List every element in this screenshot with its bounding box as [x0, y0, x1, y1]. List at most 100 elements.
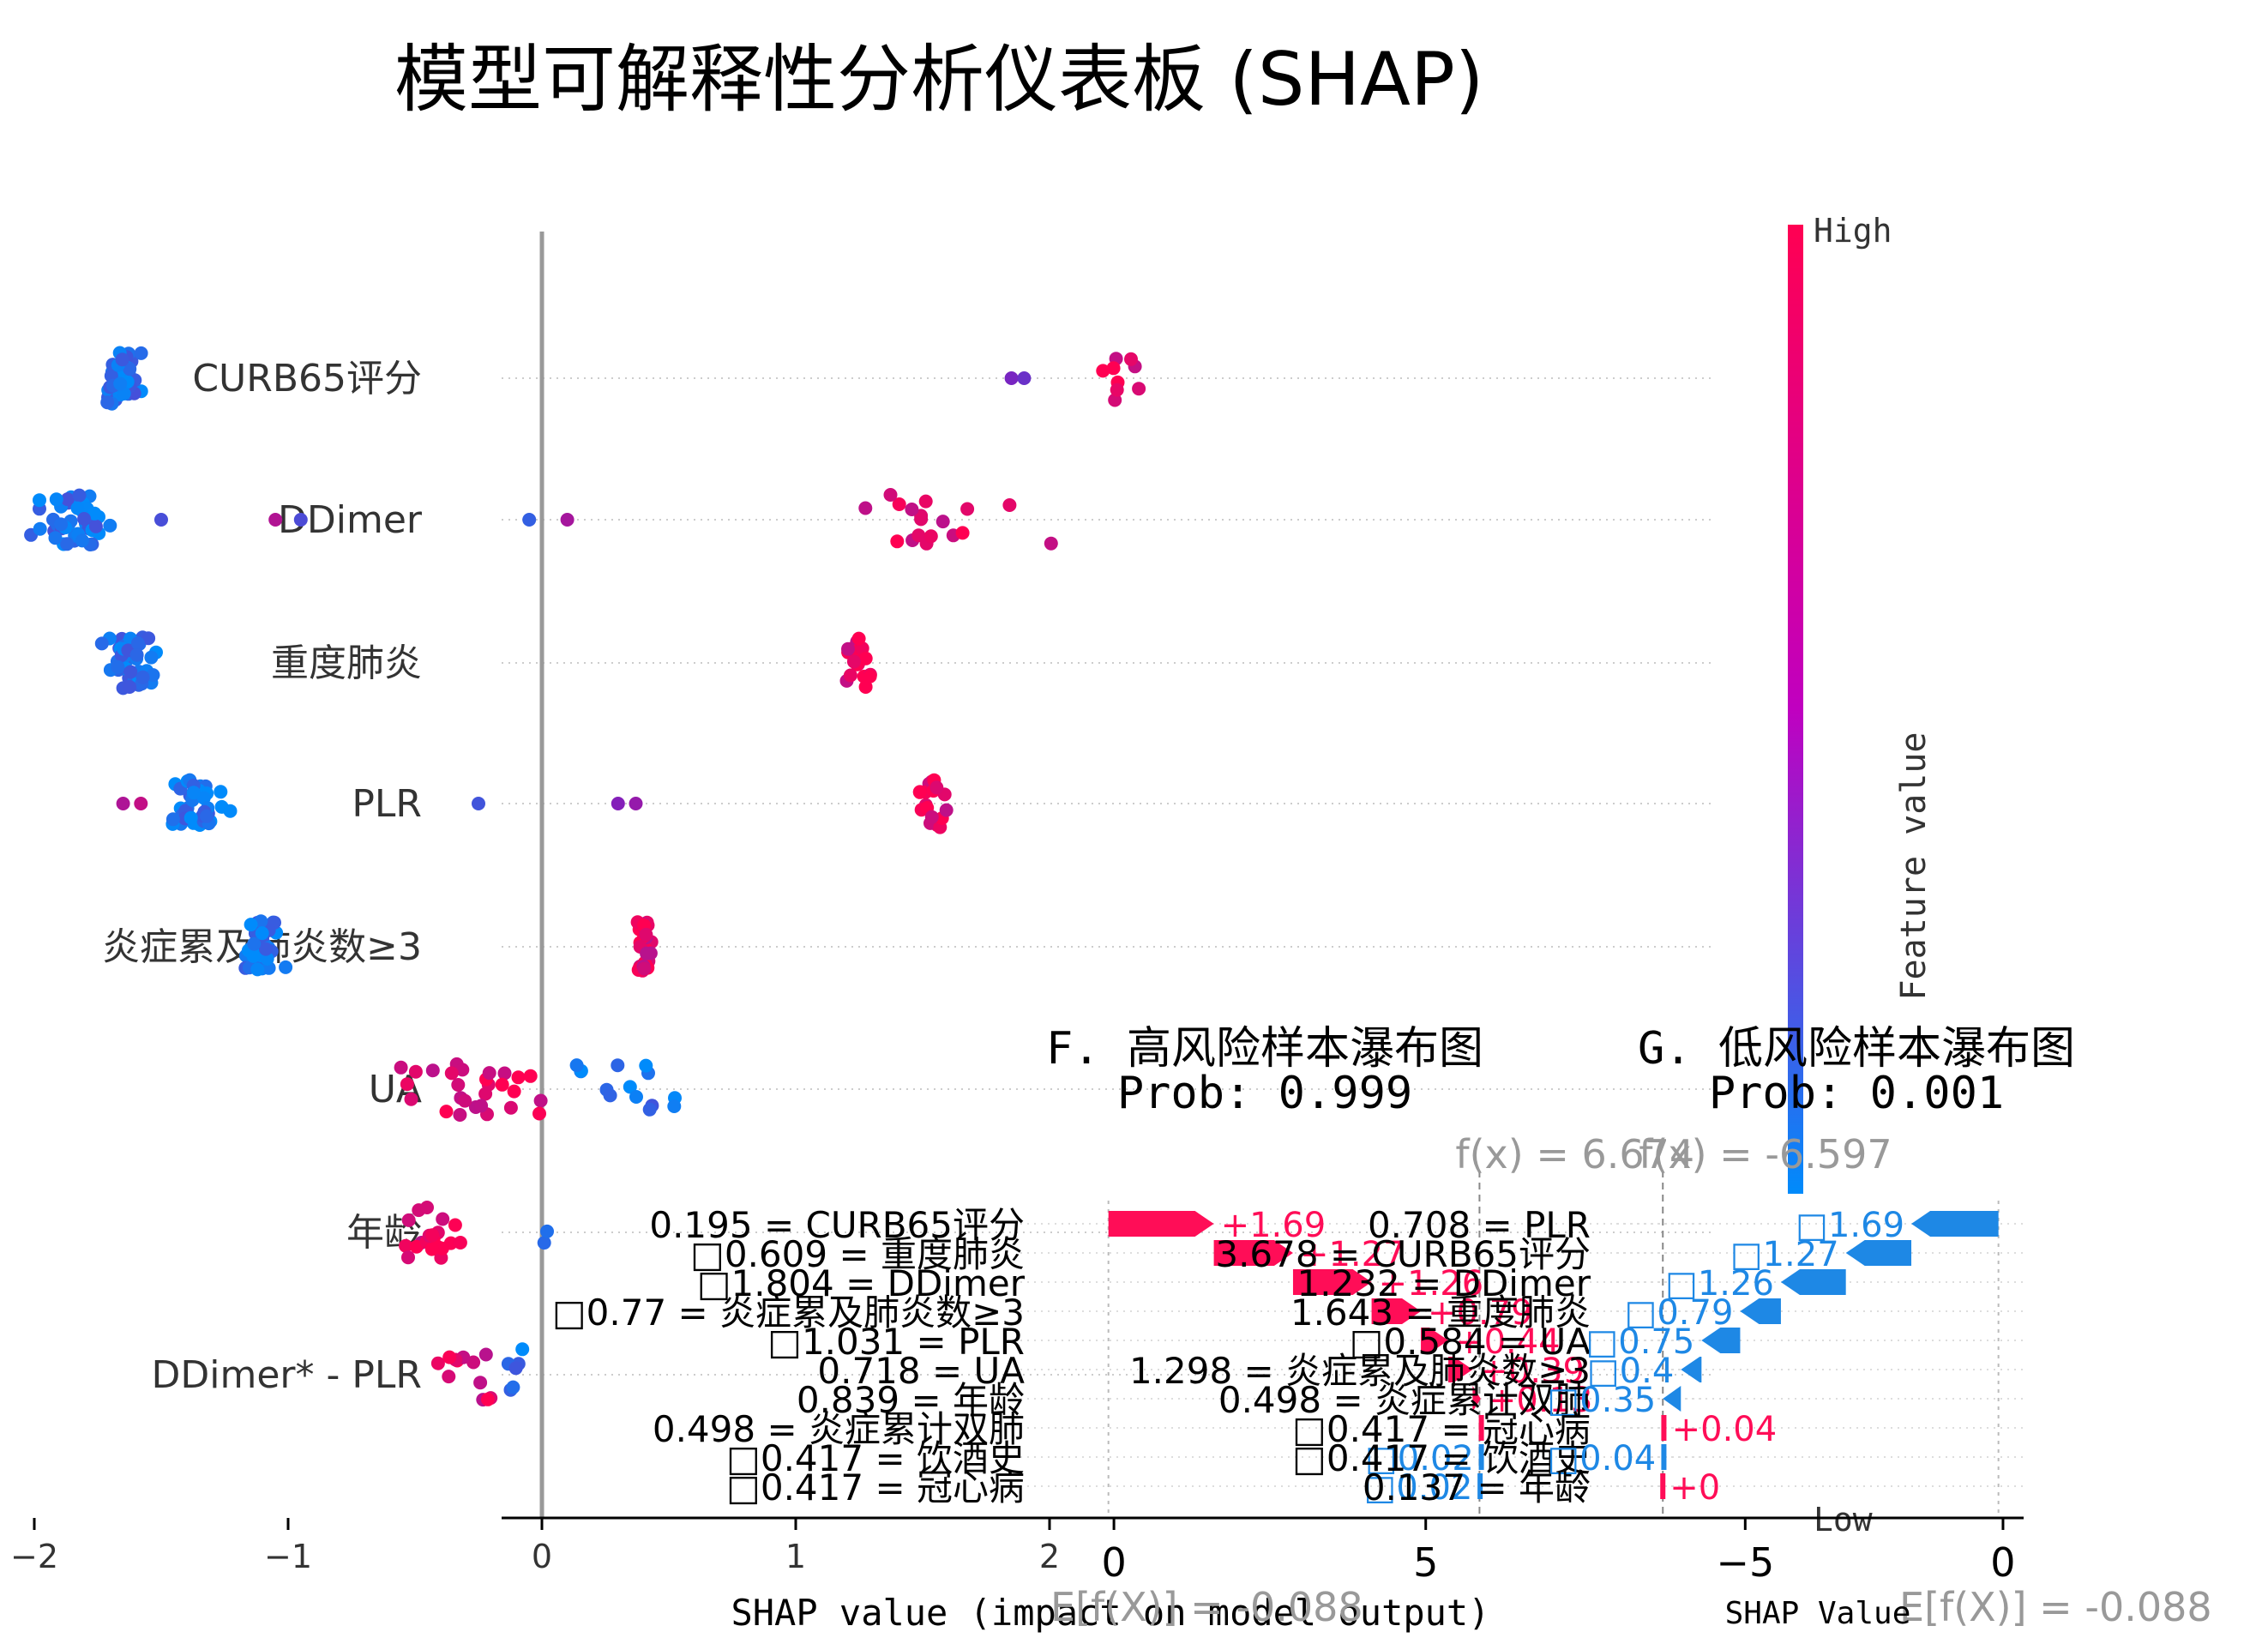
feature-label: PLR	[352, 782, 422, 826]
waterfall-feature-label: 0.498 = 炎症累计双肺	[1218, 1379, 1591, 1421]
shap-point	[87, 506, 102, 521]
shap-point	[60, 492, 75, 507]
waterfall-bar	[1661, 1415, 1667, 1441]
shap-point	[246, 948, 261, 963]
waterfall-bar	[1213, 1240, 1293, 1266]
shap-point	[474, 1099, 489, 1113]
shap-point	[523, 1069, 538, 1083]
shap-point	[611, 1058, 625, 1073]
shap-point	[515, 1342, 530, 1357]
shap-point	[409, 1239, 424, 1254]
fx-label: f(x) = 6.674	[1455, 1131, 1694, 1177]
shap-point	[929, 780, 944, 795]
shap-point	[100, 395, 115, 410]
shap-point	[1132, 382, 1146, 396]
colorbar-low-label: Low	[1814, 1501, 1873, 1539]
shap-point	[408, 1064, 423, 1079]
waterfall-feature-label: 3.678 = CURB65评分	[1215, 1233, 1591, 1275]
waterfall-bar	[1701, 1328, 1741, 1353]
shap-point	[439, 1105, 454, 1119]
waterfall-subtitle: Prob: 0.999	[1117, 1068, 1412, 1119]
shap-point	[478, 1347, 493, 1362]
shap-point	[611, 797, 625, 810]
shap-point	[144, 650, 159, 665]
shap-point	[123, 665, 138, 679]
shap-point	[843, 668, 857, 683]
waterfall-value-label: +1.27	[1300, 1235, 1405, 1274]
shap-point	[890, 534, 905, 549]
ex-label: E[f(X)] = -0.088	[1050, 1584, 1363, 1630]
shap-point	[116, 797, 130, 810]
shap-point	[503, 1100, 518, 1115]
shap-point	[924, 810, 939, 824]
shap-point	[858, 651, 873, 665]
waterfall-feature-label: 1.232 = DDimer	[1296, 1262, 1591, 1304]
shap-point	[480, 1392, 495, 1406]
shap-point	[424, 1242, 439, 1256]
waterfall-feature-label: 1.298 = 炎症累及肺炎数≥3	[1129, 1350, 1591, 1392]
shap-point	[532, 1106, 546, 1121]
waterfall-feature-label: □0.417 = 冠心病	[1292, 1408, 1591, 1450]
shap-point	[935, 515, 950, 529]
shap-point	[1096, 364, 1110, 378]
shap-point	[186, 786, 201, 800]
shap-point	[451, 1078, 466, 1092]
waterfall-feature-label: □0.609 = 重度肺炎	[690, 1233, 1025, 1275]
waterfall-x-tick-label: 0	[1101, 1539, 1126, 1586]
feature-label: 重度肺炎	[271, 641, 422, 685]
waterfall-panel-title: G. 低风险样本瀑布图	[1638, 1023, 2075, 1075]
x-axis-label: SHAP value (impact on model output)	[731, 1592, 1489, 1634]
waterfall-bar	[1740, 1298, 1781, 1324]
waterfall-value-label: □0.75	[1585, 1322, 1694, 1362]
shap-point	[1124, 352, 1138, 366]
shap-point	[560, 513, 575, 527]
dashboard-title: 模型可解释性分析仪表板 (SHAP)	[394, 37, 1484, 123]
shap-point	[1106, 361, 1121, 376]
shap-point	[1108, 393, 1122, 407]
waterfall-value-label: □0.4	[1587, 1352, 1674, 1391]
shap-point	[70, 501, 85, 515]
shap-point	[506, 1380, 520, 1394]
x-tick-label: 1	[785, 1538, 806, 1575]
shap-point	[466, 1355, 481, 1370]
waterfall-bar	[1660, 1473, 1666, 1499]
waterfall-value-label: +0	[1669, 1468, 1720, 1508]
shap-point	[863, 669, 877, 683]
shap-point	[642, 1102, 657, 1117]
waterfall-bar	[1371, 1298, 1422, 1324]
waterfall-bar	[1421, 1328, 1449, 1353]
waterfall-value-label: □0.79	[1625, 1293, 1734, 1333]
shap-point	[425, 1063, 440, 1078]
waterfall-value-label: +0.39	[1479, 1352, 1585, 1391]
shap-point	[293, 513, 308, 527]
shap-point	[1017, 371, 1032, 385]
waterfall-bar	[1292, 1269, 1372, 1295]
x-tick-label: −1	[264, 1538, 312, 1575]
shap-point	[640, 946, 654, 960]
shap-point	[259, 942, 273, 956]
shap-point	[905, 503, 919, 516]
shap-point	[841, 641, 855, 656]
shap-point	[482, 1066, 496, 1081]
shap-point	[183, 810, 198, 825]
shap-point	[923, 529, 938, 544]
shap-point	[478, 1087, 493, 1101]
shap-point	[48, 531, 63, 545]
shap-point	[214, 785, 228, 799]
shap-point	[123, 362, 137, 376]
shap-point	[455, 1063, 470, 1077]
shap-point	[33, 521, 47, 536]
waterfall-value-label: +0.04	[1672, 1410, 1778, 1449]
waterfall-bar	[1448, 1357, 1473, 1382]
shap-point	[268, 513, 283, 527]
shap-point	[1004, 371, 1019, 385]
waterfall-feature-label: 0.708 = PLR	[1368, 1204, 1591, 1246]
waterfall-bar	[1478, 1444, 1484, 1470]
waterfall-bar	[1661, 1444, 1667, 1470]
waterfall-x-axis-label: SHAP Value	[1725, 1596, 1911, 1631]
waterfall-subtitle: Prob: 0.001	[1709, 1068, 2004, 1119]
shap-point	[279, 960, 293, 974]
shap-point	[955, 526, 970, 540]
waterfall-value-label: +0.79	[1428, 1293, 1533, 1333]
shap-point	[639, 927, 653, 942]
